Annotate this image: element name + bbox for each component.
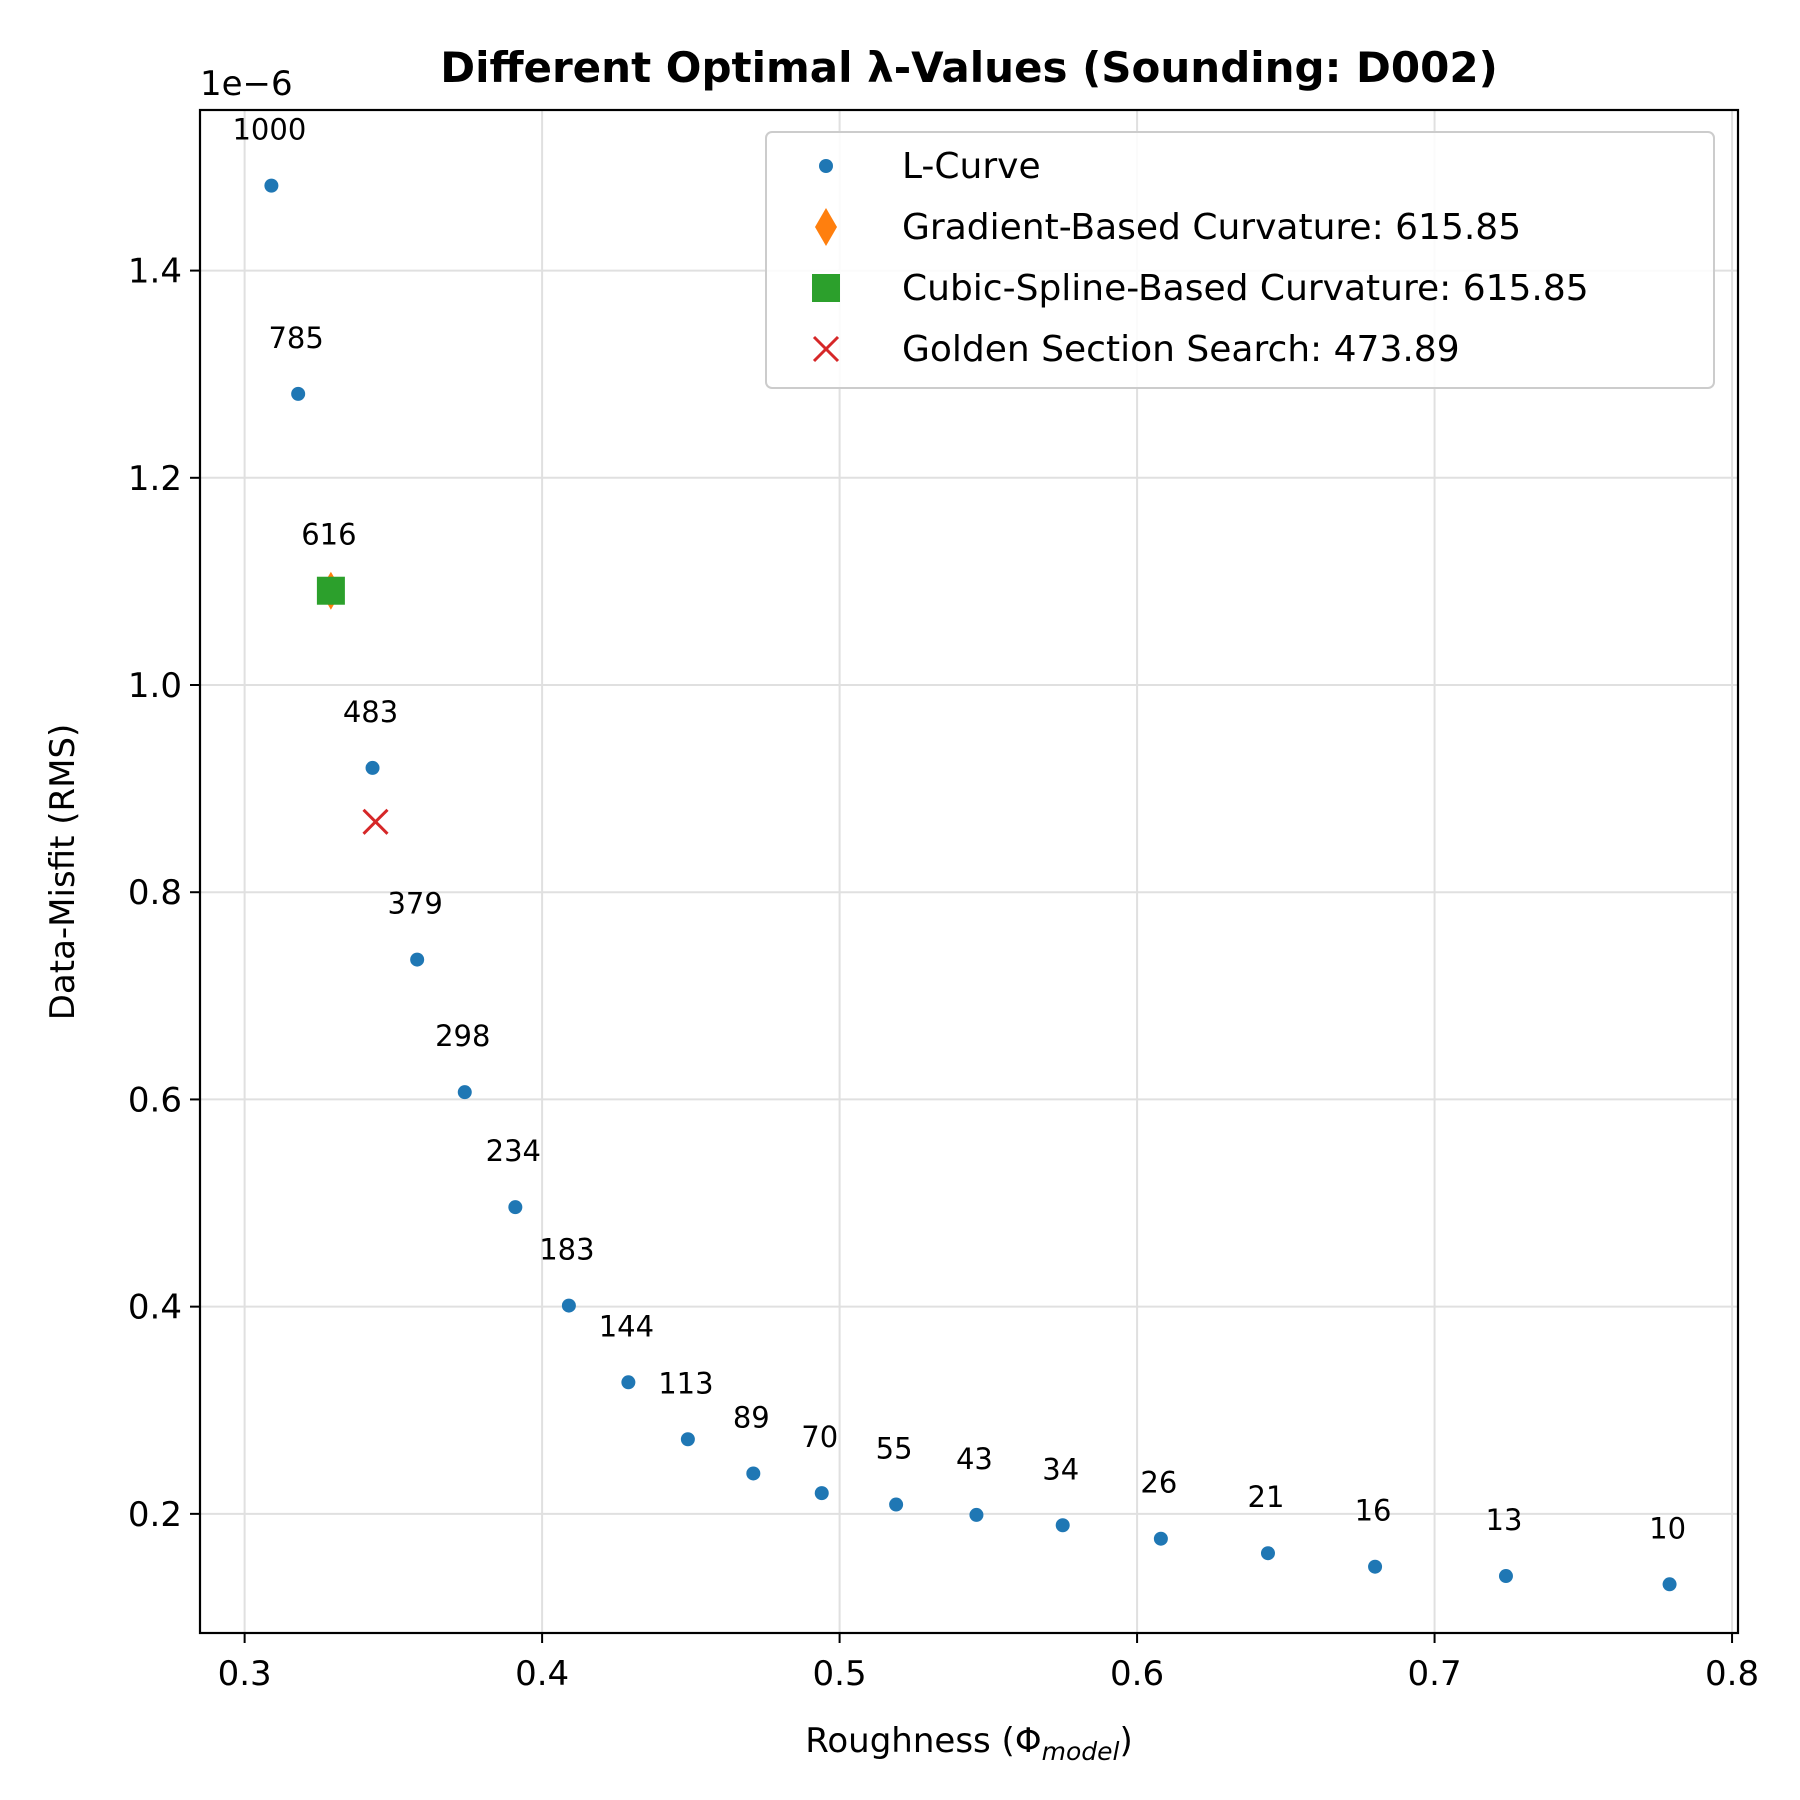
x-tick-label: 0.4 — [515, 1654, 569, 1694]
lambda-label: 785 — [268, 321, 323, 355]
x-axis-label-subscript: model — [1042, 1737, 1120, 1766]
l-curve-point — [621, 1375, 636, 1390]
plot-frame — [198, 108, 1740, 1635]
l-curve-point — [1153, 1531, 1168, 1546]
lambda-label: 43 — [956, 1442, 993, 1476]
l-curve-point — [680, 1432, 695, 1447]
legend-gradient-label: Gradient-Based Curvature: 615.85 — [902, 207, 1521, 248]
cubic-spline-curvature-marker — [316, 576, 345, 605]
lambda-label: 10 — [1649, 1511, 1686, 1545]
legend-l-curve-label: L-Curve — [902, 146, 1041, 187]
l-curve-point — [1498, 1569, 1513, 1584]
legend-gradient-marker — [815, 208, 837, 246]
lambda-label: 34 — [1042, 1452, 1079, 1486]
l-curve-point — [1368, 1559, 1383, 1574]
y-tick-label: 0.8 — [128, 873, 182, 913]
y-tick-label: 0.2 — [128, 1495, 182, 1535]
x-tick-label: 0.3 — [218, 1654, 272, 1694]
lambda-label: 89 — [733, 1400, 770, 1434]
legend-spline-marker — [812, 274, 840, 302]
x-stroke — [362, 808, 389, 835]
lambda-label: 26 — [1140, 1466, 1177, 1500]
lambda-label: 1000 — [232, 113, 306, 147]
lambda-label: 113 — [658, 1366, 713, 1400]
l-curve-point — [1260, 1546, 1275, 1561]
lambda-label: 13 — [1486, 1503, 1523, 1537]
l-curve-point — [969, 1507, 984, 1522]
y-tick-label: 1.0 — [128, 666, 182, 706]
chart-title: Different Optimal λ-Values (Sounding: D0… — [440, 43, 1498, 92]
l-curve-point — [508, 1200, 523, 1215]
lambda-label: 234 — [486, 1134, 541, 1168]
lambda-label: 183 — [539, 1233, 594, 1267]
lambda-label: 16 — [1355, 1494, 1392, 1528]
l-curve-point — [561, 1298, 576, 1313]
y-offset-label: 1e−6 — [200, 64, 293, 104]
golden-section-marker — [362, 808, 389, 835]
l-curve-point — [814, 1486, 829, 1501]
legend-l-curve-marker — [819, 159, 833, 173]
lambda-label: 483 — [343, 695, 398, 729]
x-tick-label: 0.7 — [1408, 1654, 1462, 1694]
lambda-label: 21 — [1248, 1480, 1285, 1514]
x-tick-label: 0.5 — [813, 1654, 867, 1694]
x-axis-label-close: ) — [1119, 1721, 1132, 1761]
legend-spline-label: Cubic-Spline-Based Curvature: 615.85 — [902, 268, 1589, 309]
x-stroke — [812, 335, 840, 363]
l-curve-point — [264, 178, 279, 193]
l-curve-point — [457, 1085, 472, 1100]
lambda-label: 55 — [876, 1432, 913, 1466]
l-curve-point — [410, 952, 425, 967]
lambda-label: 616 — [301, 518, 356, 552]
l-curve-point — [746, 1466, 761, 1481]
l-curve-point — [889, 1497, 904, 1512]
y-axis-label: Data-Misfit (RMS) — [43, 724, 83, 1021]
l-curve-point — [365, 760, 380, 775]
legend: L-Curve Gradient-Based Curvature: 615.85 C… — [765, 131, 1715, 389]
y-tick-label: 1.2 — [128, 459, 182, 499]
l-curve-point — [1055, 1518, 1070, 1533]
legend-golden-marker — [812, 335, 840, 363]
lambda-label: 379 — [387, 887, 442, 921]
l-curve-point — [291, 386, 306, 401]
lambda-label: 298 — [435, 1019, 490, 1053]
x-axis-label: Roughness (Φmodel) — [805, 1721, 1132, 1766]
y-tick-label: 0.6 — [128, 1080, 182, 1120]
x-axis-label-main: Roughness (Φ — [805, 1721, 1041, 1761]
y-tick-label: 1.4 — [128, 252, 182, 292]
l-curve-point — [1662, 1577, 1677, 1592]
lambda-label: 144 — [599, 1309, 654, 1343]
x-tick-label: 0.6 — [1110, 1654, 1164, 1694]
axes-ticks: 0.3 0.4 0.5 0.6 0.7 0.8 0.2 0.4 0.6 0.8 1.0 1.2 1.4 — [128, 252, 1759, 1694]
lambda-label: 70 — [801, 1420, 838, 1454]
legend-box — [765, 131, 1715, 389]
y-tick-label: 0.4 — [128, 1288, 182, 1328]
x-tick-label: 0.8 — [1705, 1654, 1759, 1694]
legend-golden-label: Golden Section Search: 473.89 — [902, 329, 1460, 370]
